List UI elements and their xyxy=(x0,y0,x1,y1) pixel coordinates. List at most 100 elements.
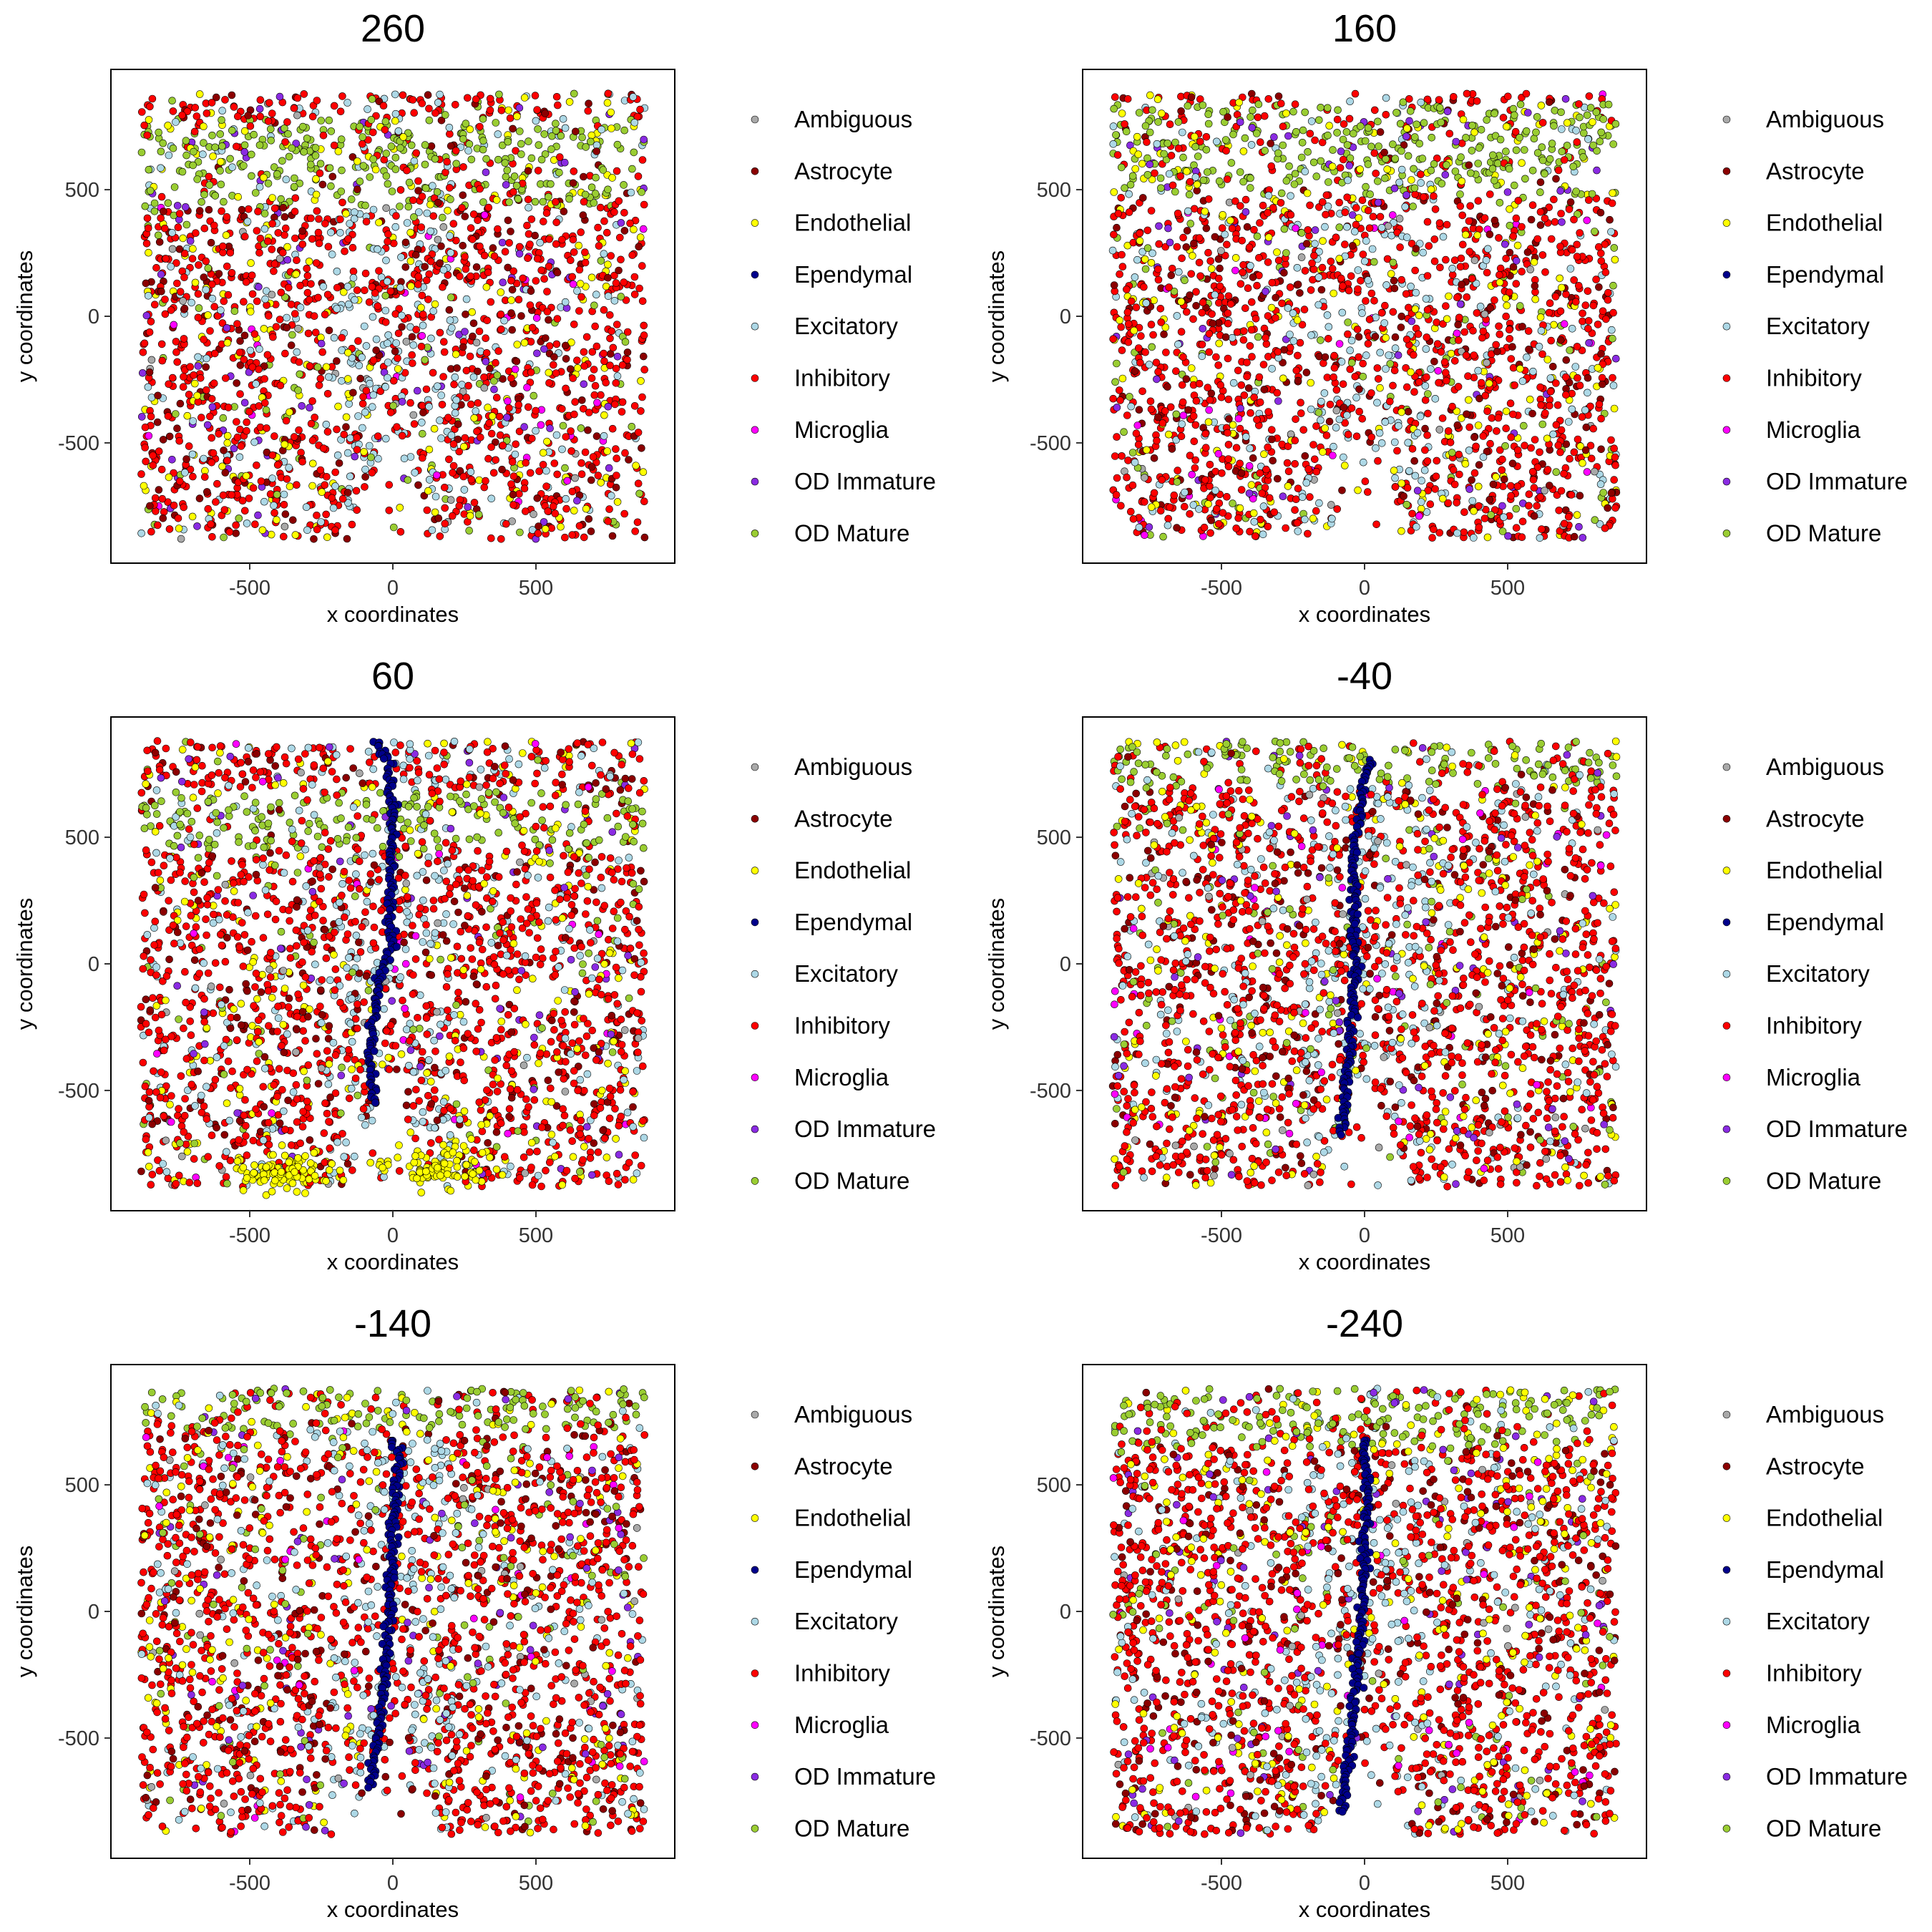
point-endothelial xyxy=(1147,258,1156,267)
point-od-mature xyxy=(367,116,376,124)
point-inhibitory xyxy=(246,122,255,130)
point-od-immature xyxy=(254,511,262,519)
point-inhibitory xyxy=(1514,197,1523,205)
point-od-immature xyxy=(482,168,490,177)
point-astrocyte xyxy=(1139,194,1147,202)
point-astrocyte xyxy=(584,426,592,434)
point-astrocyte xyxy=(1391,333,1400,341)
point-od-immature xyxy=(573,497,581,505)
point-od-mature xyxy=(621,338,630,346)
point-od-mature xyxy=(250,130,258,139)
point-inhibitory xyxy=(1423,333,1431,341)
point-inhibitory xyxy=(408,359,416,367)
point-inhibitory xyxy=(281,349,289,358)
point-excitatory xyxy=(322,420,331,429)
point-inhibitory xyxy=(600,306,608,314)
point-endothelial xyxy=(1407,368,1415,376)
point-excitatory xyxy=(532,426,540,435)
point-inhibitory xyxy=(307,419,316,428)
point-inhibitory xyxy=(1584,287,1592,296)
point-inhibitory xyxy=(174,514,182,522)
point-od-immature xyxy=(499,278,507,287)
point-od-immature xyxy=(255,104,264,113)
point-inhibitory xyxy=(295,426,303,434)
point-endothelial xyxy=(1563,119,1571,127)
point-inhibitory xyxy=(316,466,325,474)
point-od-mature xyxy=(1411,133,1419,141)
point-endothelial xyxy=(539,449,547,457)
point-inhibitory xyxy=(1557,210,1565,218)
point-od-mature xyxy=(628,422,636,431)
point-od-mature xyxy=(141,202,150,210)
point-inhibitory xyxy=(381,126,389,134)
point-excitatory xyxy=(358,424,366,432)
point-od-immature xyxy=(1593,166,1601,175)
point-astrocyte xyxy=(414,481,422,489)
point-astrocyte xyxy=(608,532,617,540)
point-od-mature xyxy=(1118,163,1126,172)
point-od-mature xyxy=(1113,359,1121,368)
point-inhibitory xyxy=(609,343,618,352)
point-inhibitory xyxy=(1211,467,1219,476)
point-od-mature xyxy=(1343,141,1352,149)
point-endothelial xyxy=(318,488,326,497)
point-inhibitory xyxy=(226,248,235,257)
point-od-mature xyxy=(1181,276,1189,285)
point-endothelial xyxy=(1165,430,1173,439)
point-inhibitory xyxy=(169,107,177,115)
point-astrocyte xyxy=(1225,415,1233,423)
point-astrocyte xyxy=(421,263,429,271)
point-inhibitory xyxy=(315,381,323,389)
point-inhibitory xyxy=(1599,307,1607,316)
point-inhibitory xyxy=(1604,288,1612,297)
point-astrocyte xyxy=(1267,140,1274,147)
point-astrocyte xyxy=(232,529,240,537)
point-endothelial xyxy=(189,245,197,253)
y-tick-label: -500 xyxy=(58,432,99,455)
point-od-mature xyxy=(182,220,191,229)
point-endothelial xyxy=(308,459,317,468)
point-inhibitory xyxy=(379,102,388,109)
point-endothelial xyxy=(1138,160,1146,168)
point-excitatory xyxy=(329,504,338,512)
point-inhibitory xyxy=(552,240,560,248)
point-excitatory xyxy=(1416,412,1425,421)
point-inhibitory xyxy=(492,456,500,464)
point-inhibitory xyxy=(456,272,464,280)
point-inhibitory xyxy=(1536,493,1544,501)
point-excitatory xyxy=(411,469,419,477)
point-od-mature xyxy=(240,141,249,150)
point-inhibitory xyxy=(1522,89,1531,98)
point-endothelial xyxy=(1264,233,1273,242)
point-od-mature xyxy=(1506,221,1514,230)
point-inhibitory xyxy=(409,196,417,205)
point-astrocyte xyxy=(1390,284,1399,293)
point-excitatory xyxy=(561,298,570,306)
point-inhibitory xyxy=(595,242,603,250)
point-excitatory xyxy=(1175,268,1183,276)
point-inhibitory xyxy=(162,255,170,263)
point-inhibitory xyxy=(340,430,348,439)
point-inhibitory xyxy=(467,224,475,233)
point-astrocyte xyxy=(489,244,497,252)
point-inhibitory xyxy=(220,297,228,306)
point-inhibitory xyxy=(208,99,216,107)
point-od-mature xyxy=(169,145,177,152)
point-inhibitory xyxy=(1332,386,1341,394)
point-inhibitory xyxy=(1218,224,1226,233)
point-inhibitory xyxy=(277,288,286,297)
point-inhibitory xyxy=(1264,312,1272,320)
point-od-mature xyxy=(278,157,286,165)
point-inhibitory xyxy=(1502,254,1510,263)
point-excitatory xyxy=(331,482,339,490)
point-inhibitory xyxy=(146,102,154,111)
point-inhibitory xyxy=(1421,446,1429,454)
point-od-mature xyxy=(1375,142,1382,150)
point-od-mature xyxy=(557,132,565,140)
point-inhibitory xyxy=(1195,379,1204,388)
point-od-mature xyxy=(226,155,234,163)
point-inhibitory xyxy=(414,273,423,280)
point-endothelial xyxy=(565,98,574,106)
point-inhibitory xyxy=(1223,175,1231,183)
point-excitatory xyxy=(1395,421,1402,430)
